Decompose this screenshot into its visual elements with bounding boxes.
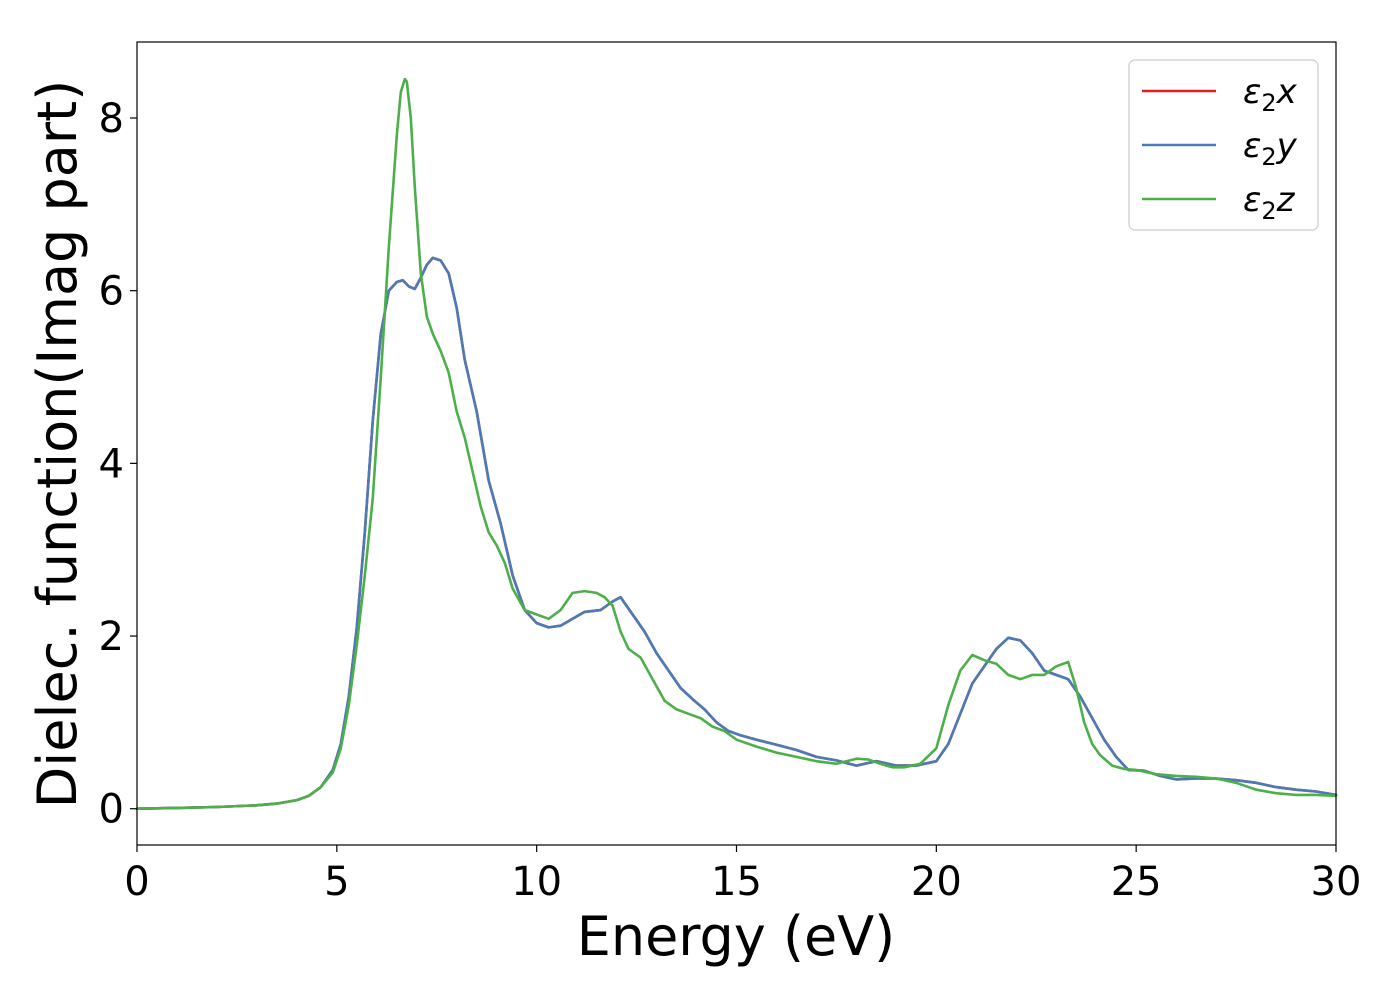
x-tick-label: 20 [911, 859, 962, 905]
y-tick-label: 0 [99, 787, 124, 833]
legend-box [1128, 59, 1319, 231]
x-axis-ticks: 0 5 10 15 20 25 30 [124, 845, 1361, 905]
x-tick-label: 30 [1311, 859, 1362, 905]
x-tick-label: 10 [511, 859, 562, 905]
x-tick-label: 15 [711, 859, 762, 905]
x-axis-label: Energy (eV) [577, 905, 896, 968]
y-tick-label: 6 [99, 269, 124, 315]
plot-lines [135, 77, 1338, 811]
y-tick-label: 8 [99, 96, 124, 142]
series-line-z [135, 77, 1338, 811]
y-tick-label: 2 [99, 614, 124, 660]
x-tick-label: 25 [1111, 859, 1162, 905]
y-axis-label: Dielec. function(Imag part) [26, 80, 89, 809]
y-axis-ticks: 0 2 4 6 8 [99, 96, 137, 833]
x-tick-label: 0 [124, 859, 149, 905]
x-tick-label: 5 [324, 859, 349, 905]
legend-label-y: ε2y [1243, 126, 1298, 171]
legend: ε2x ε2y ε2z [1128, 59, 1319, 231]
legend-label-x: ε2x [1243, 72, 1298, 117]
legend-label-z: ε2z [1243, 180, 1296, 225]
y-tick-label: 4 [99, 441, 124, 487]
